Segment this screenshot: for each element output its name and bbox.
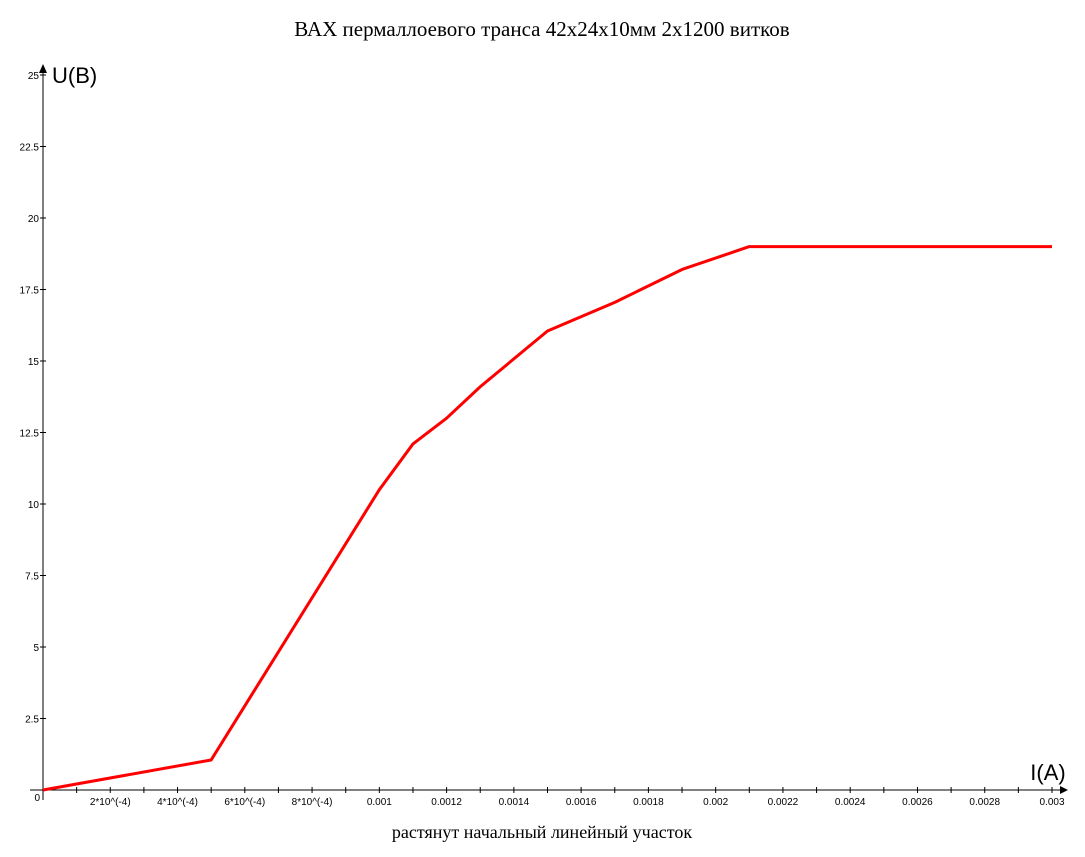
x-tick-label: 0.0012: [431, 797, 462, 808]
series-line: [42, 245, 1052, 792]
x-axis-arrow: [1060, 786, 1068, 794]
origin-label: 0: [34, 793, 40, 804]
chart-subtitle: растянут начальный линейный участок: [392, 822, 692, 842]
x-tick-label: 0.001: [367, 797, 392, 808]
chart-title: ВАХ пермаллоевого транса 42x24x10мм 2x12…: [294, 17, 789, 41]
y-tick-label: 5: [33, 643, 39, 654]
x-tick-label: 2*10^(-4): [90, 797, 131, 808]
y-tick-label: 10: [28, 500, 40, 511]
axes: 2*10^(-4) 4*10^(-4) 6*10^(-4) 8*10^(-4) 0.00…: [20, 63, 1068, 808]
x-tick-label: 0.0024: [835, 797, 866, 808]
y-axis-label: U(B): [52, 63, 97, 88]
y-tick-label: 15: [28, 357, 40, 368]
y-axis-arrow: [39, 64, 47, 73]
x-axis-label: I(A): [1030, 760, 1065, 785]
x-tick-label: 0.0018: [633, 797, 664, 808]
x-tick-label: 0.0016: [566, 797, 597, 808]
y-tick-label: 7.5: [25, 572, 39, 583]
x-tick-label: 8*10^(-4): [292, 797, 333, 808]
y-tick-label: 17.5: [20, 286, 40, 297]
y-tick-label: 12.5: [20, 429, 40, 440]
y-tick-label: 25: [28, 71, 40, 82]
x-tick-label: 4*10^(-4): [157, 797, 198, 808]
y-tick-label: 22.5: [20, 143, 40, 154]
x-tick-label: 6*10^(-4): [224, 797, 265, 808]
x-tick-label: 0.002: [703, 797, 728, 808]
x-tick-label: 0.0022: [768, 797, 799, 808]
x-tick-label: 0.0014: [499, 797, 530, 808]
x-tick-label: 0.003: [1039, 797, 1064, 808]
plot-area: [42, 245, 1052, 792]
y-tick-label: 20: [28, 214, 40, 225]
x-tick-label: 0.0026: [902, 797, 933, 808]
y-tick-label: 2.5: [25, 715, 39, 726]
x-tick-label: 0.0028: [969, 797, 1000, 808]
